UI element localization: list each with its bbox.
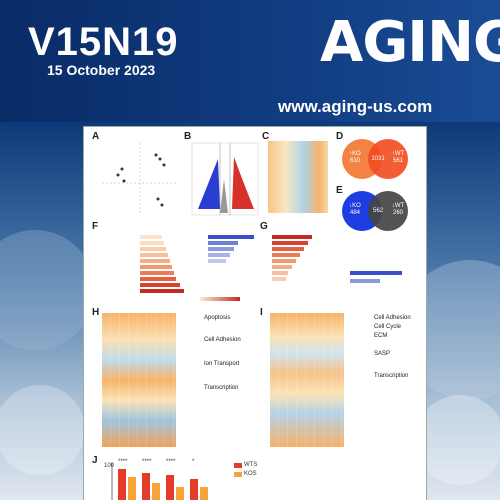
- panel-f-bar-chart: [140, 235, 240, 301]
- i-annotation-cell-adhesion: Cell Adhesion: [374, 315, 411, 321]
- panel-label-b: B: [184, 131, 192, 142]
- panel-label-h: H: [92, 307, 100, 318]
- panel-j-bar-chart: [111, 463, 208, 500]
- h-annotation-ion-transport: Ion Transport: [204, 361, 240, 367]
- i-annotation-transcription: Transcription: [374, 373, 409, 379]
- panel-label-c: C: [262, 131, 270, 142]
- legend-kos-label: KOS: [244, 471, 257, 477]
- venn-e-center-text: 562: [372, 208, 383, 214]
- venn-e-left-text: ↓KO 484: [349, 203, 361, 216]
- panel-label-e: E: [336, 185, 343, 196]
- j-star-3: ****: [166, 459, 176, 465]
- panel-label-a: A: [92, 131, 100, 142]
- h-annotation-apoptosis: Apoptosis: [204, 315, 231, 321]
- venn-d-left-text: ↑KO 610: [349, 151, 361, 164]
- venn-d-center-text: 1031: [371, 156, 385, 162]
- panel-a-pca-plot: [102, 143, 178, 215]
- j-star-2: ****: [142, 459, 152, 465]
- panel-label-i: I: [260, 307, 263, 318]
- legend-kos-swatch: [234, 472, 242, 477]
- i-annotation-ecm: ECM: [374, 333, 388, 339]
- journal-url[interactable]: www.aging-us.com: [278, 97, 433, 116]
- panel-label-g: G: [260, 221, 268, 232]
- panel-f-bar-chart-2: [208, 235, 254, 263]
- h-annotation-cell-adhesion: Cell Adhesion: [204, 337, 241, 343]
- panel-label-d: D: [336, 131, 344, 142]
- panel-label-j: J: [92, 455, 98, 466]
- journal-logo: AGING: [320, 10, 500, 75]
- i-annotation-cell-cycle: Cell Cycle: [374, 324, 402, 330]
- figure-panel: A B C D E F G H I J: [83, 126, 427, 500]
- venn-wt-up: [368, 139, 408, 179]
- j-star-1: ****: [118, 459, 128, 465]
- i-annotation-sasp: SASP: [374, 351, 391, 357]
- panel-b-volcano-plot: [191, 142, 259, 216]
- header-band: [0, 0, 500, 122]
- j-star-4: *: [192, 459, 195, 465]
- panel-g-bar-chart: [272, 235, 402, 283]
- panel-label-f: F: [92, 221, 99, 232]
- panel-i-heatmap: [270, 313, 344, 447]
- issue-date: 15 October 2023: [47, 62, 156, 78]
- panel-c-heatmap: [268, 141, 328, 213]
- venn-e-right-text: ↓WT 260: [391, 203, 405, 216]
- panel-h-heatmap: [102, 313, 176, 447]
- legend-wts-label: WTS: [244, 462, 258, 468]
- j-ytick-100: 100: [104, 463, 115, 469]
- h-annotation-transcription: Transcription: [204, 385, 239, 391]
- legend-wts-swatch: [234, 463, 242, 468]
- venn-d-right-text: ↑WT 561: [391, 151, 405, 164]
- issue-number: V15N19: [28, 20, 179, 64]
- venn-wt-down: [368, 191, 408, 231]
